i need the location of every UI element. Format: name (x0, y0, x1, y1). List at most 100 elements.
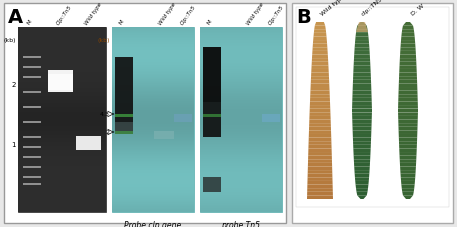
Bar (18, 202, 106, 203)
Bar (200, 48, 282, 49)
Polygon shape (355, 170, 370, 174)
Bar (112, 156, 194, 157)
Bar (23, 66, 41, 69)
Bar (18, 190, 106, 191)
Bar (200, 203, 282, 204)
Polygon shape (352, 113, 372, 116)
Bar (200, 129, 282, 131)
Bar (200, 206, 282, 207)
Bar (18, 51, 106, 52)
Bar (18, 46, 106, 47)
Bar (200, 205, 282, 206)
Polygon shape (399, 127, 418, 131)
Bar (112, 143, 194, 144)
Bar (200, 65, 282, 66)
Bar (112, 105, 194, 106)
Bar (18, 197, 106, 198)
Bar (112, 187, 194, 188)
Bar (18, 136, 106, 137)
Bar (18, 186, 106, 187)
Polygon shape (399, 142, 417, 145)
Bar (112, 163, 194, 164)
Bar (203, 177, 221, 192)
Bar (200, 138, 282, 139)
Bar (200, 39, 282, 40)
Bar (18, 146, 106, 147)
Bar (112, 141, 194, 142)
Bar (112, 180, 194, 181)
Polygon shape (315, 23, 325, 27)
Bar (18, 178, 106, 179)
Bar (48, 71, 73, 93)
Bar (112, 53, 194, 54)
Bar (18, 129, 106, 131)
Bar (112, 94, 194, 95)
Bar (112, 194, 194, 195)
Bar (18, 204, 106, 205)
Bar (18, 180, 106, 181)
Bar (200, 153, 282, 154)
Bar (112, 136, 194, 137)
Polygon shape (356, 27, 367, 30)
Polygon shape (313, 48, 328, 52)
Bar (112, 170, 194, 171)
Bar (18, 156, 106, 157)
Bar (18, 167, 106, 168)
Bar (200, 171, 282, 172)
Bar (112, 30, 194, 31)
Bar (200, 99, 282, 100)
Bar (18, 166, 106, 167)
Bar (18, 81, 106, 82)
Bar (18, 161, 106, 162)
Bar (112, 101, 194, 103)
Bar (18, 111, 106, 113)
Polygon shape (309, 113, 330, 116)
Bar (112, 138, 194, 139)
Bar (115, 122, 133, 134)
Bar (18, 157, 106, 158)
Bar (18, 199, 106, 200)
Bar (200, 199, 282, 200)
Bar (200, 111, 282, 113)
Polygon shape (310, 88, 329, 91)
Polygon shape (352, 106, 372, 109)
Bar (200, 143, 282, 144)
Polygon shape (398, 109, 418, 113)
Bar (18, 128, 106, 129)
Polygon shape (353, 142, 371, 145)
Bar (18, 123, 106, 124)
Bar (18, 62, 106, 63)
Bar (200, 38, 282, 39)
Bar (18, 74, 106, 75)
Bar (200, 62, 282, 63)
Bar (200, 106, 282, 108)
Bar (18, 39, 106, 40)
Bar (18, 108, 106, 109)
Bar (112, 47, 194, 48)
Bar (200, 104, 282, 105)
Text: Wild type: Wild type (320, 0, 346, 17)
Bar (200, 207, 282, 208)
Bar (200, 64, 282, 65)
Bar (18, 194, 106, 195)
Bar (200, 30, 282, 31)
Bar (23, 176, 41, 178)
Bar (18, 28, 106, 212)
Bar (112, 118, 194, 119)
Bar (112, 63, 194, 64)
Bar (112, 78, 194, 79)
Bar (18, 68, 106, 69)
Bar (112, 200, 194, 201)
Polygon shape (308, 174, 332, 178)
Bar (112, 113, 194, 114)
Bar (18, 75, 106, 76)
Bar (18, 127, 106, 128)
Text: (kb): (kb) (97, 38, 110, 43)
Polygon shape (400, 174, 415, 178)
Bar (112, 196, 194, 197)
Bar (18, 114, 106, 116)
Bar (112, 36, 194, 37)
Bar (112, 129, 194, 131)
Bar (18, 208, 106, 209)
Bar (18, 57, 106, 58)
